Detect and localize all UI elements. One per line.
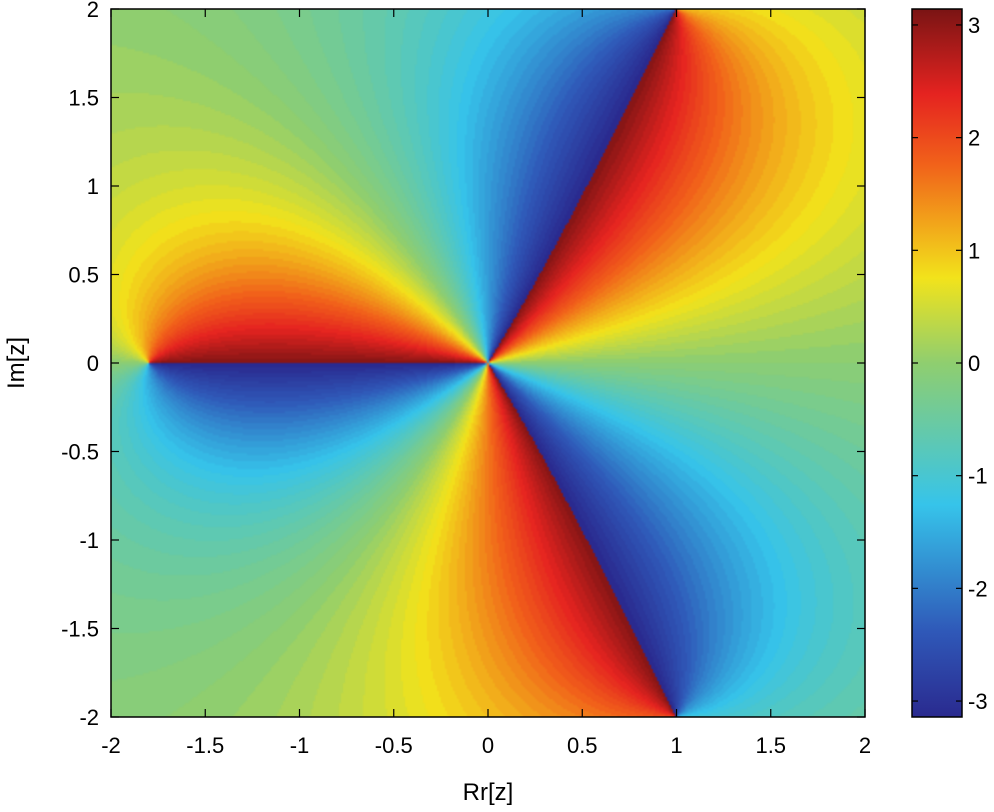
colorbar-tick-label: -1 bbox=[968, 464, 988, 489]
x-axis: -2 -1.5 -1 -0.5 0 0.5 1 1.5 2 bbox=[101, 9, 871, 758]
colorbar-tick-label: 2 bbox=[968, 126, 980, 151]
x-tick-label: -1.5 bbox=[186, 733, 224, 758]
y-tick-label: 0 bbox=[87, 351, 99, 376]
y-tick-label: -0.5 bbox=[61, 440, 99, 465]
colorbar-ticks: 3 2 1 0 -1 -2 -3 bbox=[912, 13, 988, 714]
phase-heatmap bbox=[111, 9, 865, 717]
x-tick-label: -2 bbox=[101, 733, 121, 758]
colorbar-tick-label: 3 bbox=[968, 13, 980, 38]
y-tick-label: 2 bbox=[87, 0, 99, 22]
x-tick-label: 2 bbox=[859, 733, 871, 758]
y-tick-label: -1.5 bbox=[61, 617, 99, 642]
x-tick-label: 0 bbox=[482, 733, 494, 758]
x-axis-label: Rr[z] bbox=[463, 779, 514, 806]
colorbar-tick-label: -2 bbox=[968, 576, 988, 601]
y-tick-label: 1 bbox=[87, 174, 99, 199]
heatmap-image bbox=[111, 9, 865, 717]
y-axis: 2 1.5 1 0.5 0 -0.5 -1 -1.5 -2 bbox=[61, 0, 865, 730]
x-tick-label: 1 bbox=[670, 733, 682, 758]
colorbar-gradient bbox=[911, 8, 963, 718]
x-tick-label: -1 bbox=[290, 733, 310, 758]
colorbar: 3 2 1 0 -1 -2 -3 bbox=[911, 8, 988, 718]
y-axis-label: Im[z] bbox=[3, 337, 30, 389]
colorbar-tick-label: 0 bbox=[968, 351, 980, 376]
y-tick-label: -2 bbox=[79, 705, 99, 730]
colorbar-tick-label: -3 bbox=[968, 689, 988, 714]
x-tick-label: 0.5 bbox=[567, 733, 598, 758]
y-tick-label: 0.5 bbox=[68, 263, 99, 288]
y-tick-label: 1.5 bbox=[68, 86, 99, 111]
x-tick-label: -0.5 bbox=[375, 733, 413, 758]
x-tick-label: 1.5 bbox=[755, 733, 786, 758]
colorbar-tick-label: 1 bbox=[968, 238, 980, 263]
y-tick-label: -1 bbox=[79, 528, 99, 553]
